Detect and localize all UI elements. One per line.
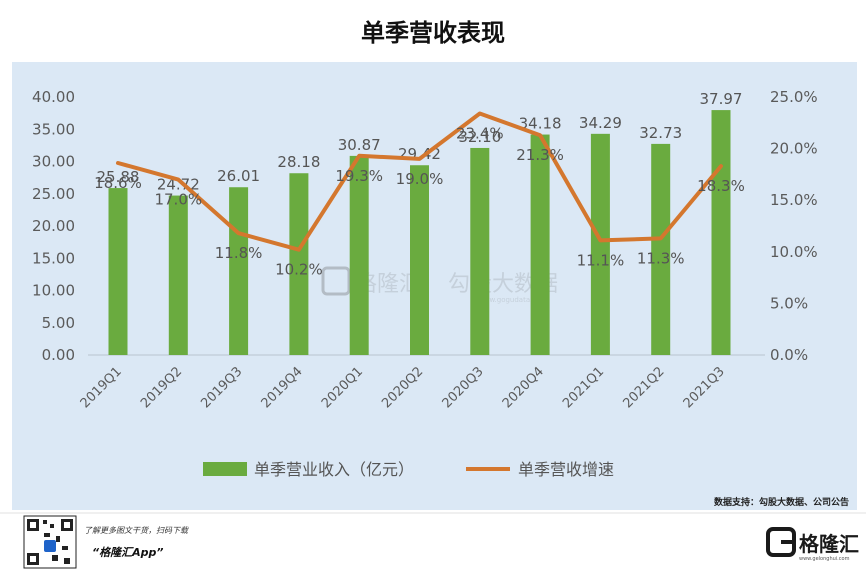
bar: [289, 173, 309, 355]
y-left-tick-label: 20.00: [32, 217, 75, 235]
bar: [349, 155, 369, 355]
y-left-tick-label: 5.00: [42, 314, 75, 332]
line-value-label: 18.3%: [697, 177, 745, 195]
line-value-label: 11.3%: [637, 249, 685, 267]
y-left-tick-label: 30.00: [32, 153, 75, 171]
y-left-tick-label: 25.00: [32, 185, 75, 203]
line-value-label: 19.0%: [396, 170, 444, 188]
source-note: 数据支持：勾股大数据、公司公告: [714, 496, 849, 508]
bar-value-label: 34.29: [579, 114, 622, 132]
footer-prompt: 了解更多图文干货，扫码下载: [84, 526, 189, 535]
line-value-label: 11.1%: [577, 251, 625, 269]
y-axis-left: 0.00 5.00 10.00 15.00 20.00 25.00 30.00 35.00 40…: [32, 88, 75, 364]
bar-value-label: 25.88: [97, 168, 140, 186]
line-value-label: 23.4%: [456, 125, 504, 143]
bar-series: [108, 110, 731, 355]
qr-center-logo-icon: [44, 540, 56, 552]
y-left-tick-label: 10.00: [32, 282, 75, 300]
bar-value-label: 30.87: [338, 136, 381, 154]
line-labels: 18.6% 17.0% 11.8% 10.2% 19.3% 19.0% 23.4% 21.3%…: [94, 125, 745, 279]
bar: [651, 143, 671, 355]
line-value-label: 17.0%: [154, 191, 202, 209]
footer-logo-text: 格隆汇: [799, 532, 859, 556]
y-right-tick-label: 20.0%: [770, 140, 818, 158]
bar: [168, 195, 188, 355]
y-axis-right: 0.0% 5.0% 10.0% 15.0% 20.0% 25.0%: [770, 88, 818, 364]
line-value-label: 21.3%: [516, 146, 564, 164]
y-right-tick-label: 25.0%: [770, 88, 818, 106]
footer-logo-url: www.gelonghui.com: [799, 556, 850, 562]
y-right-tick-label: 5.0%: [770, 294, 808, 312]
y-left-tick-label: 35.00: [32, 120, 75, 138]
y-left-tick-label: 40.00: [32, 88, 75, 106]
line-value-label: 11.8%: [215, 244, 263, 262]
bar: [530, 134, 550, 355]
y-right-tick-label: 15.0%: [770, 191, 818, 209]
legend-line-label: 单季营收增速: [518, 460, 614, 479]
legend: 单季营业收入（亿元） 单季营收增速: [203, 460, 614, 479]
bar-labels: 25.88 24.72 26.0128.1830.8729.4232.1034.18…: [97, 90, 743, 193]
legend-bar-label: 单季营业收入（亿元）: [254, 460, 414, 479]
chart-title: 单季营收表现: [361, 19, 505, 47]
line-value-label: 19.3%: [335, 167, 383, 185]
bar-value-label: 37.97: [700, 90, 743, 108]
footer-app-name: “格隆汇App”: [92, 546, 163, 559]
y-right-tick-label: 0.0%: [770, 346, 808, 364]
bar: [590, 133, 610, 355]
bar: [410, 165, 429, 355]
bar-value-label: 32.73: [639, 124, 682, 142]
watermark-url: www.gogudata.com: [478, 296, 547, 304]
bar-value-label: 28.18: [277, 153, 320, 171]
bar: [711, 110, 731, 355]
growth-line: [116, 111, 723, 252]
y-left-tick-label: 15.00: [32, 249, 75, 267]
line-value-label: 10.2%: [275, 261, 323, 279]
watermark-logo-icon: [321, 266, 351, 296]
bar: [470, 147, 490, 355]
gelonghui-logo: 格隆汇 www.gelonghui.com: [766, 527, 859, 562]
bar: [229, 187, 249, 355]
bar-value-label: 32.10: [458, 128, 501, 146]
bar: [108, 188, 128, 355]
y-right-tick-label: 10.0%: [770, 243, 818, 261]
bar-value-label: 34.18: [519, 115, 562, 133]
legend-bar-swatch: [203, 462, 247, 476]
qr-code: [23, 515, 77, 569]
bar-value-label: 26.01: [217, 167, 260, 185]
line-value-label: 18.6%: [94, 174, 142, 192]
y-left-tick-label: 0.00: [42, 346, 75, 364]
